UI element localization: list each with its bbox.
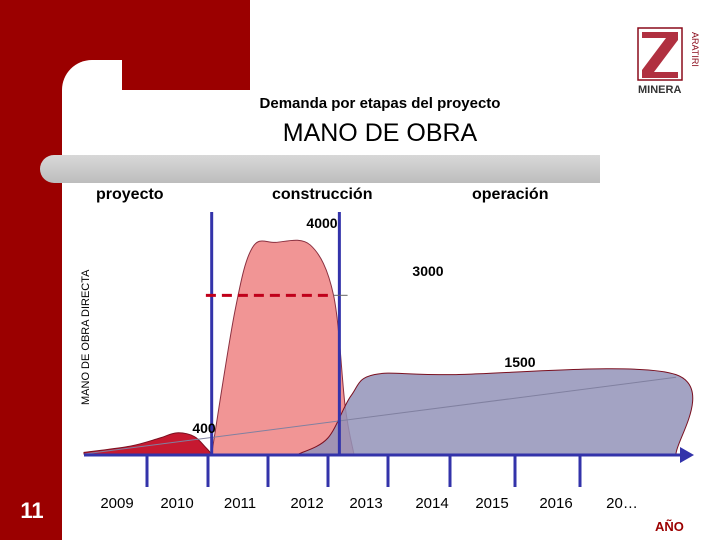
- slide-title: MANO DE OBRA: [282, 119, 478, 147]
- x-tick-label: 20…: [606, 495, 638, 512]
- data-label-1500: 1500: [504, 354, 535, 370]
- proyecto-area: [83, 432, 213, 455]
- operacion-area: [298, 368, 694, 455]
- brand-side-bar: [0, 0, 62, 540]
- x-axis-label: AÑO: [655, 519, 684, 534]
- y-axis-label: MANO DE OBRA DIRECTA: [80, 269, 92, 405]
- x-tick-label: 2016: [539, 495, 572, 512]
- slide-number: 11: [20, 498, 44, 523]
- x-tick-label: 2015: [475, 495, 508, 512]
- logo-letters: ARATIRI: [690, 32, 700, 67]
- brand-corner: [62, 60, 122, 120]
- data-label-3000: 3000: [412, 263, 443, 279]
- x-tick-label: 2010: [160, 495, 193, 512]
- slide-subtitle: Demanda por etapas del proyecto: [259, 95, 501, 112]
- company-logo-icon: ARATIRI MINERA: [637, 27, 700, 96]
- logo-wordmark: MINERA: [638, 84, 681, 96]
- phase-label-operacion: operación: [472, 186, 549, 203]
- trend-line: [83, 376, 677, 455]
- title-band: [40, 155, 600, 183]
- phase-label-proyecto: proyecto: [96, 186, 164, 203]
- x-tick-label: 2012: [290, 495, 323, 512]
- x-axis-arrow-icon: [680, 447, 694, 463]
- x-tick-label: 2013: [349, 495, 382, 512]
- data-label-400: 400: [192, 420, 216, 436]
- brand-top-block: [0, 0, 250, 90]
- data-label-4000: 4000: [306, 215, 337, 231]
- x-tick-label: 2009: [100, 495, 133, 512]
- x-tick-label: 2014: [415, 495, 448, 512]
- phase-label-construccion: construcción: [272, 186, 373, 203]
- x-tick-label: 2011: [224, 495, 256, 512]
- construccion-area: [211, 239, 355, 455]
